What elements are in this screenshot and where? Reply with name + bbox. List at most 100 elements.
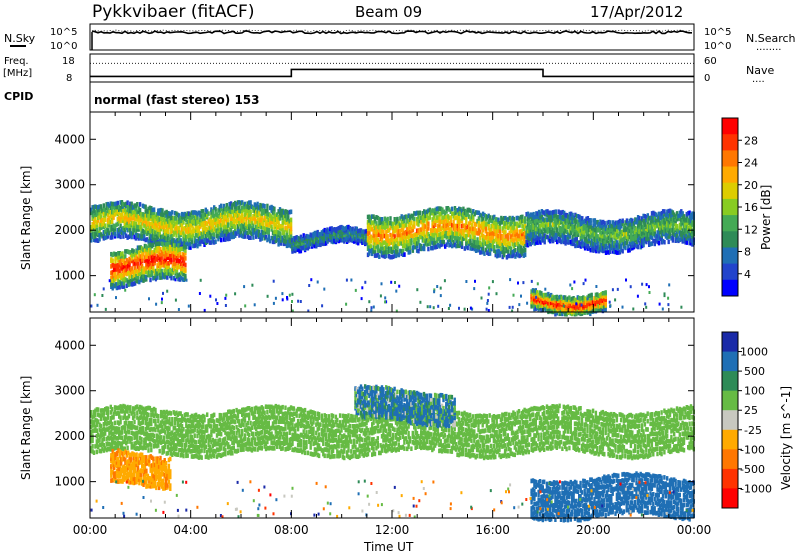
power-cell <box>372 240 375 246</box>
power-cell <box>171 219 174 225</box>
power-cell <box>138 202 142 207</box>
power-cell <box>539 232 542 238</box>
power-cell <box>368 230 371 235</box>
power-cell <box>165 228 168 233</box>
power-cell <box>284 225 287 231</box>
power-cell <box>125 209 128 215</box>
power-cell <box>421 217 424 223</box>
power-cell <box>193 215 196 221</box>
power-cell <box>158 224 161 230</box>
power-cell <box>256 224 259 230</box>
power-cell <box>498 238 502 243</box>
power-cell <box>473 226 476 232</box>
power-cell <box>292 238 296 244</box>
power-cell <box>379 229 382 234</box>
power-cell <box>403 239 406 244</box>
power-cell <box>161 297 163 301</box>
power-cell <box>463 215 466 220</box>
power-cell <box>340 230 343 235</box>
power-cell <box>120 212 124 218</box>
power-cell <box>148 297 150 301</box>
power-cell <box>414 232 417 237</box>
power-cell <box>292 236 296 241</box>
power-cell <box>390 234 394 239</box>
power-cell <box>453 215 457 221</box>
power-cell <box>196 243 199 249</box>
power-cell <box>387 220 391 226</box>
power-cell <box>90 210 93 216</box>
power-cell <box>380 250 384 256</box>
power-cell <box>92 213 96 219</box>
power-cell <box>459 211 462 216</box>
power-cell <box>473 221 476 227</box>
power-cell <box>609 304 612 308</box>
power-cell <box>186 225 189 230</box>
power-cell <box>201 223 205 228</box>
power-cell <box>424 224 427 229</box>
power-cell <box>437 223 440 229</box>
power-cell <box>315 243 318 249</box>
power-cell <box>179 215 182 221</box>
power-cell <box>182 232 185 238</box>
power-cell <box>151 220 154 225</box>
power-cell <box>344 228 347 234</box>
power-cell <box>134 203 138 208</box>
power-cell <box>169 233 173 239</box>
power-cell <box>130 209 133 214</box>
power-cell <box>282 230 286 235</box>
power-cell <box>428 215 431 220</box>
power-cell <box>459 235 462 240</box>
power-cell <box>220 223 223 228</box>
power-cell <box>441 235 444 240</box>
power-cell <box>519 252 523 258</box>
power-cell <box>473 235 476 241</box>
power-cell <box>131 221 135 226</box>
power-cell <box>271 205 275 211</box>
power-cell <box>495 228 499 234</box>
power-cell <box>439 242 443 248</box>
power-cell <box>152 207 156 212</box>
power-cell <box>129 223 132 229</box>
power-cell <box>269 220 272 226</box>
nsearch-marker: ........ <box>756 42 781 53</box>
power-cell <box>463 208 466 214</box>
power-cell <box>175 226 178 231</box>
power-cell <box>228 227 231 232</box>
power-cell <box>421 231 424 237</box>
power-cell <box>186 234 189 239</box>
power-cell <box>379 245 382 250</box>
power-cell <box>331 227 335 233</box>
power-cell <box>217 216 220 222</box>
power-cell <box>119 223 122 229</box>
power-cell <box>263 230 266 236</box>
power-cell <box>533 241 537 246</box>
power-cell <box>204 240 207 245</box>
power-colorbar-swatch <box>722 166 738 184</box>
power-cell <box>505 217 509 222</box>
power-cell <box>131 205 135 210</box>
power-cell <box>378 240 381 245</box>
power-cell <box>101 217 104 223</box>
power-cell <box>149 277 152 283</box>
power-cell <box>479 235 482 241</box>
power-cell <box>323 238 326 243</box>
power-cell <box>308 240 311 245</box>
power-cell <box>536 211 539 216</box>
power-cell <box>144 229 147 235</box>
power-cell <box>194 242 198 247</box>
power-cell <box>281 215 284 221</box>
power-cell <box>390 246 394 252</box>
power-cell <box>319 236 322 241</box>
power-cell <box>368 226 371 231</box>
power-cell <box>487 292 490 296</box>
power-cell <box>528 222 531 228</box>
power-cell <box>421 215 424 220</box>
power-cell <box>337 228 340 234</box>
power-cell <box>273 229 276 234</box>
power-cell <box>158 231 161 237</box>
power-cell <box>168 223 171 228</box>
power-cell <box>217 233 220 239</box>
power-cell <box>504 230 507 235</box>
power-cell <box>207 233 210 239</box>
power-cell <box>445 226 448 231</box>
